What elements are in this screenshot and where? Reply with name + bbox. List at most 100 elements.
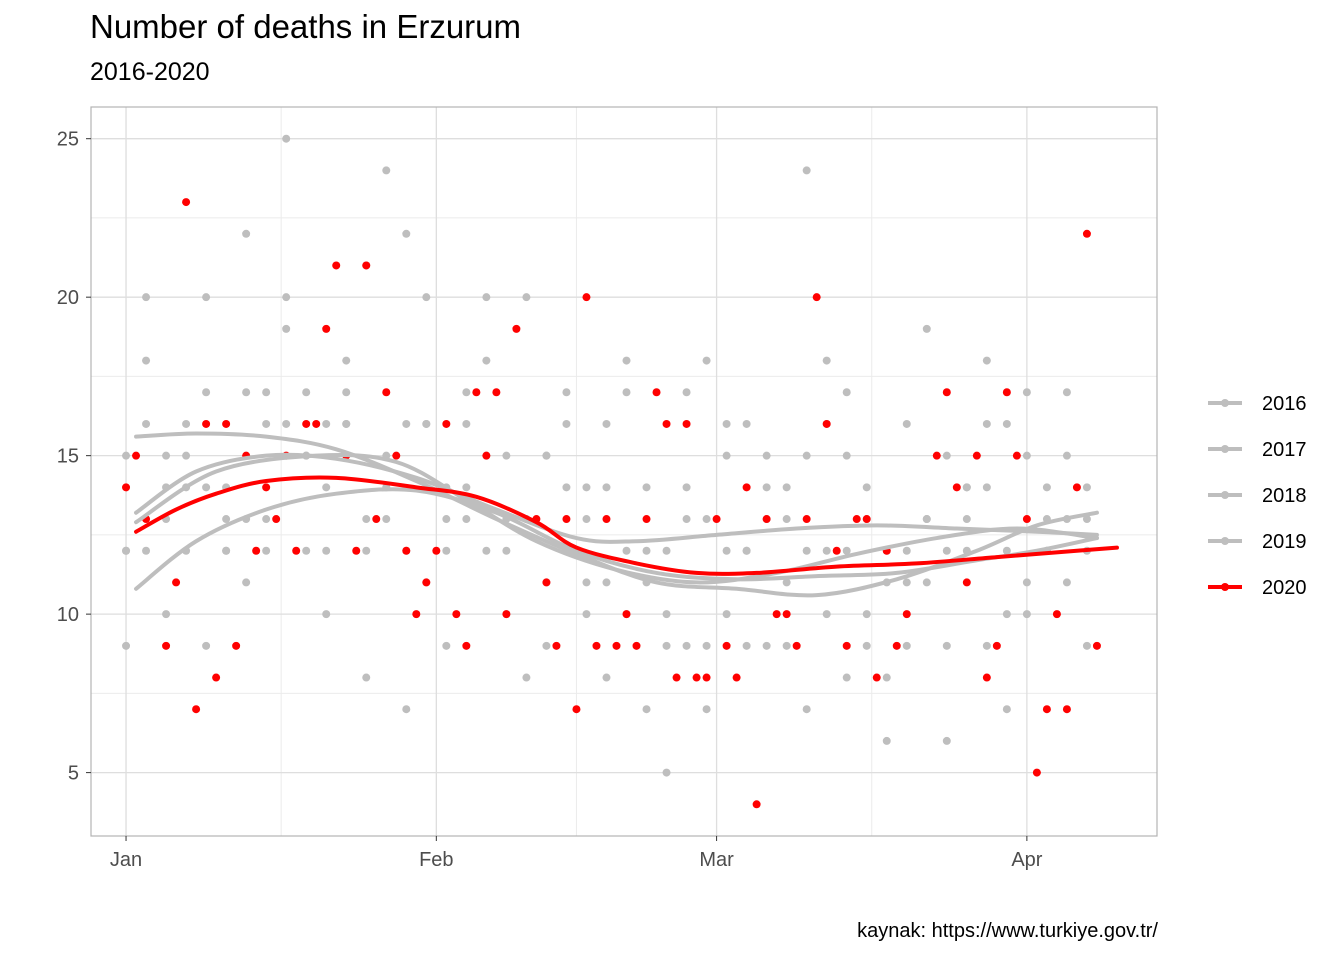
data-point <box>1072 483 1081 492</box>
data-point <box>722 419 731 428</box>
data-point <box>232 641 241 650</box>
data-point <box>662 768 671 777</box>
data-point <box>582 610 591 619</box>
data-point <box>742 419 751 428</box>
data-point <box>312 419 321 428</box>
data-point <box>922 578 931 587</box>
y-tick-label: 20 <box>57 287 79 309</box>
data-point <box>802 166 811 175</box>
data-point <box>1002 705 1011 714</box>
data-point <box>542 578 551 587</box>
data-point <box>942 451 951 460</box>
panel-border <box>90 106 1158 837</box>
data-point <box>602 673 611 682</box>
data-point <box>602 419 611 428</box>
data-point <box>1022 578 1031 587</box>
data-point <box>1002 546 1011 555</box>
data-point <box>262 483 271 492</box>
data-point <box>1022 388 1031 397</box>
data-point <box>442 419 451 428</box>
data-point <box>182 198 191 207</box>
data-point <box>582 515 591 524</box>
data-point <box>272 515 281 524</box>
data-point <box>582 578 591 587</box>
data-point <box>542 641 551 650</box>
data-point <box>382 515 391 524</box>
y-tick-label: 5 <box>68 763 79 785</box>
data-point <box>782 515 791 524</box>
data-point <box>682 419 691 428</box>
data-point <box>522 673 531 682</box>
data-point <box>612 641 621 650</box>
data-point <box>752 800 761 809</box>
data-point <box>372 515 381 524</box>
data-point <box>702 641 711 650</box>
legend-item-2016: 2016 <box>1208 393 1307 415</box>
data-point <box>322 483 331 492</box>
data-point <box>522 293 531 302</box>
data-point <box>262 515 271 524</box>
data-point <box>462 483 471 492</box>
data-point <box>142 293 151 302</box>
data-point <box>822 419 831 428</box>
data-point <box>462 419 471 428</box>
data-point <box>782 578 791 587</box>
data-point <box>432 546 441 555</box>
data-point <box>1002 610 1011 619</box>
data-point <box>222 419 231 428</box>
data-point <box>1022 610 1031 619</box>
data-point <box>1062 388 1071 397</box>
data-point <box>862 641 871 650</box>
data-point <box>562 388 571 397</box>
legend-key-point <box>1221 399 1229 407</box>
data-point <box>182 419 191 428</box>
data-point <box>662 610 671 619</box>
legend-label: 2019 <box>1262 531 1307 553</box>
data-point <box>202 419 211 428</box>
data-point <box>422 293 431 302</box>
data-point <box>242 229 251 238</box>
data-point <box>202 293 211 302</box>
data-point <box>812 293 821 302</box>
data-point <box>282 293 291 302</box>
legend-item-2018: 2018 <box>1208 485 1307 507</box>
x-tick-label: Feb <box>419 849 453 871</box>
series-points-2020 <box>122 198 1101 809</box>
data-point <box>162 610 171 619</box>
data-point <box>222 515 231 524</box>
data-point <box>822 610 831 619</box>
data-point <box>162 451 171 460</box>
data-point <box>802 705 811 714</box>
data-point <box>642 515 651 524</box>
data-point <box>742 546 751 555</box>
data-point <box>712 515 721 524</box>
data-point <box>262 419 271 428</box>
data-point <box>362 515 371 524</box>
data-point <box>322 419 331 428</box>
data-point <box>382 166 391 175</box>
data-point <box>952 483 961 492</box>
data-point <box>502 546 511 555</box>
data-point <box>1062 705 1071 714</box>
data-point <box>452 610 461 619</box>
data-point <box>652 388 661 397</box>
data-point <box>552 641 561 650</box>
data-point <box>182 451 191 460</box>
data-point <box>802 515 811 524</box>
data-point <box>632 641 641 650</box>
data-point <box>682 641 691 650</box>
data-point <box>802 546 811 555</box>
data-point <box>482 451 491 460</box>
data-point <box>142 546 151 555</box>
data-point <box>202 641 211 650</box>
data-point <box>682 388 691 397</box>
data-point <box>422 578 431 587</box>
legend-item-2019: 2019 <box>1208 531 1307 553</box>
data-point <box>402 705 411 714</box>
data-point <box>392 451 401 460</box>
data-point <box>342 419 351 428</box>
data-point <box>342 356 351 365</box>
data-point <box>862 610 871 619</box>
data-point <box>122 546 131 555</box>
legend-key-point <box>1221 445 1229 453</box>
